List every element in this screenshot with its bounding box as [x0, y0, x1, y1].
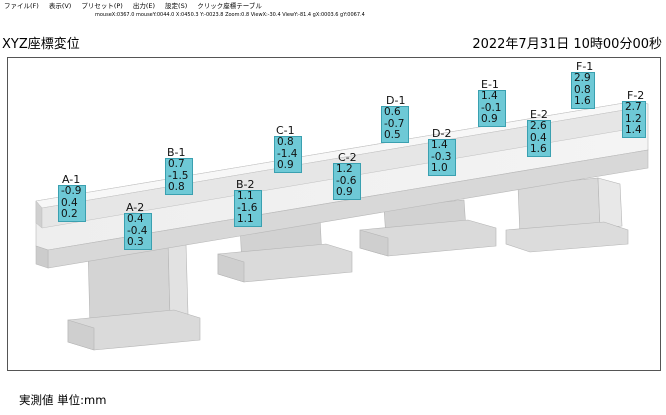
measurement-datetime: 2022年7月31日 10時00分00秒	[472, 37, 662, 52]
value-x: 1.4	[481, 90, 498, 102]
value-box-d2[interactable]: 1.4 -0.3 1.0	[428, 139, 456, 176]
point-label-b1: B-1	[167, 146, 186, 159]
value-z: 0.9	[336, 186, 353, 198]
value-z: 0.9	[481, 113, 498, 125]
3d-viewport[interactable]: A-1 -0.9 0.4 0.2 A-2 0.4 -0.4 0.3 B-1 0.…	[7, 57, 661, 371]
value-y: -1.5	[168, 169, 189, 182]
value-y: -0.7	[384, 117, 405, 130]
value-z: 1.6	[530, 143, 547, 155]
value-y: -1.6	[237, 201, 258, 214]
point-label-b2: B-2	[236, 178, 255, 191]
point-label-a1: A-1	[62, 173, 81, 186]
menu-view[interactable]: 表示(V)	[48, 2, 72, 10]
value-box-f1[interactable]: 2.9 0.8 1.6	[571, 72, 595, 109]
value-box-e1[interactable]: 1.4 -0.1 0.9	[478, 90, 506, 127]
point-label-e1: E-1	[481, 78, 499, 91]
value-y: -0.3	[431, 150, 452, 163]
value-x: 1.2	[336, 163, 353, 175]
menu-file[interactable]: ファイル(F)	[4, 2, 39, 10]
value-x: 2.7	[625, 101, 642, 113]
menu-preset[interactable]: プリセット(P)	[81, 2, 123, 10]
value-box-d1[interactable]: 0.6 -0.7 0.5	[381, 106, 409, 143]
point-label-c1: C-1	[276, 124, 295, 137]
value-x: -0.9	[61, 185, 82, 197]
bridge-model	[35, 100, 649, 351]
unit-note: 実測値 単位:mm	[19, 393, 107, 407]
value-x: 2.9	[574, 72, 591, 84]
value-box-b1[interactable]: 0.7 -1.5 0.8	[165, 158, 193, 195]
value-box-c1[interactable]: 0.8 -1.4 0.9	[274, 136, 302, 173]
value-x: 0.8	[277, 136, 294, 148]
value-y: -0.6	[336, 174, 357, 187]
pier-4	[505, 177, 629, 253]
value-z: 1.1	[237, 213, 254, 225]
value-z: 1.0	[431, 162, 448, 174]
menu-settings[interactable]: 設定(S)	[165, 2, 188, 10]
value-box-a1[interactable]: -0.9 0.4 0.2	[58, 185, 86, 222]
value-z: 0.2	[61, 208, 78, 220]
value-y: 1.2	[625, 112, 642, 125]
value-z: 0.9	[277, 159, 294, 171]
value-box-f2[interactable]: 2.7 1.2 1.4	[622, 101, 646, 138]
value-box-c2[interactable]: 1.2 -0.6 0.9	[333, 163, 361, 200]
menu-bar: ファイル(F) 表示(V) プリセット(P) 出力(E) 設定(S) クリック座標テーブル	[0, 0, 666, 12]
point-label-a2: A-2	[126, 201, 145, 214]
menu-output[interactable]: 出力(E)	[132, 2, 156, 10]
point-label-d2: D-2	[432, 127, 452, 140]
value-z: 0.8	[168, 181, 185, 193]
value-box-b2[interactable]: 1.1 -1.6 1.1	[234, 190, 262, 227]
value-x: 1.4	[431, 139, 448, 151]
pier-1	[67, 239, 201, 351]
mouse-coordinate-readout: mouseX:0367.0 mouseY:0044.0 X:0450.3 Y:-…	[95, 12, 365, 18]
value-y: -0.4	[127, 224, 148, 237]
value-x: 0.6	[384, 106, 401, 118]
point-label-f2: F-2	[627, 89, 645, 102]
value-y: -0.1	[481, 101, 502, 114]
value-z: 1.4	[625, 124, 642, 136]
point-label-c2: C-2	[338, 151, 357, 164]
value-z: 0.3	[127, 236, 144, 248]
value-y: 0.4	[61, 196, 78, 209]
point-label-f1: F-1	[576, 60, 594, 73]
menu-click-coordinate-table[interactable]: クリック座標テーブル	[197, 2, 262, 10]
value-y: -1.4	[277, 147, 298, 160]
pier-2	[217, 217, 353, 283]
point-label-d1: D-1	[386, 94, 406, 107]
point-label-e2: E-2	[530, 108, 548, 121]
value-z: 1.6	[574, 95, 591, 107]
value-x: 0.4	[127, 213, 144, 225]
value-box-e2[interactable]: 2.6 0.4 1.6	[527, 120, 551, 157]
value-x: 2.6	[530, 120, 547, 132]
pier-3	[359, 199, 497, 257]
value-y: 0.8	[574, 83, 591, 96]
value-x: 0.7	[168, 158, 185, 170]
page-title: XYZ座標変位	[2, 37, 80, 52]
value-x: 1.1	[237, 190, 254, 202]
value-box-a2[interactable]: 0.4 -0.4 0.3	[124, 213, 152, 250]
value-y: 0.4	[530, 131, 547, 144]
value-z: 0.5	[384, 129, 401, 141]
